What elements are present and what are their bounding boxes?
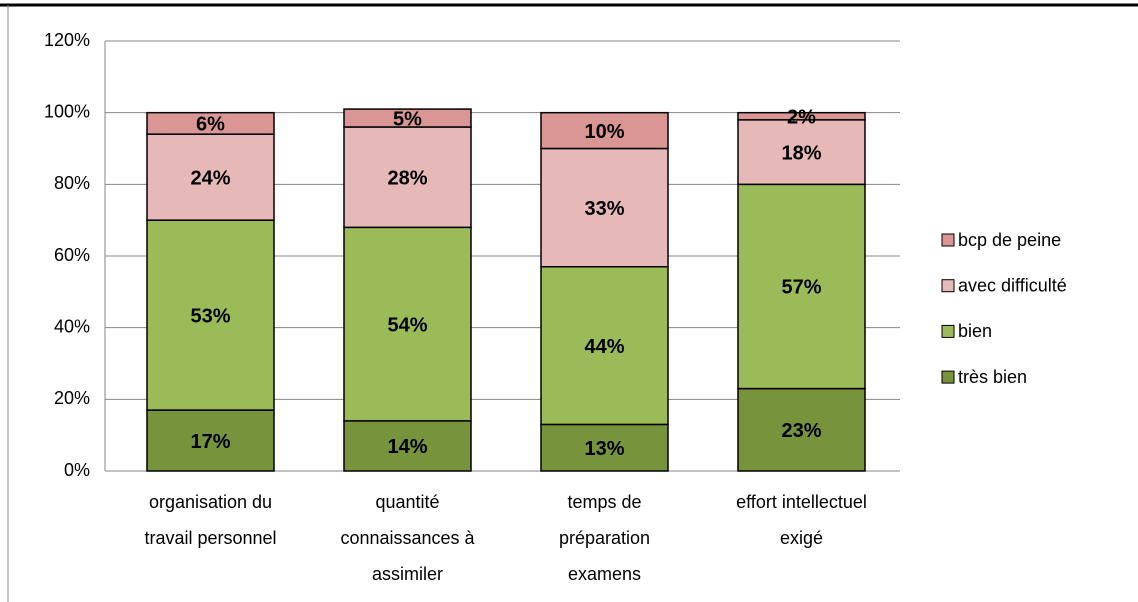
data-label: 18%	[781, 142, 821, 164]
data-label: 14%	[387, 436, 427, 458]
data-label: 57%	[781, 277, 821, 299]
bar-segment	[737, 183, 866, 390]
legend-swatch	[941, 324, 955, 338]
bar-segment	[146, 219, 275, 411]
bar-segment	[540, 111, 669, 150]
x-tick-label: effort intellectuel exigé	[736, 492, 867, 548]
y-tick-label: 0%	[64, 460, 90, 480]
bar-segment	[343, 226, 472, 422]
y-tick-label: 40%	[54, 316, 90, 336]
y-tick-label: 80%	[54, 173, 90, 193]
data-label: 24%	[190, 167, 230, 189]
data-label: 17%	[190, 431, 230, 453]
x-tick-label: temps de préparation examens	[559, 492, 650, 584]
bar-segment	[146, 133, 275, 221]
bar-segment	[343, 420, 472, 472]
data-label: 44%	[584, 336, 624, 358]
bar-segment	[737, 111, 866, 121]
legend-label: avec difficulté	[958, 275, 1067, 295]
legend-swatch	[941, 279, 955, 293]
bar-segment	[540, 266, 669, 426]
legend-label: bien	[958, 321, 992, 341]
bar-segment	[737, 119, 866, 186]
data-label: 13%	[584, 438, 624, 460]
data-label: 10%	[584, 121, 624, 143]
legend-label: bcp de peine	[958, 230, 1061, 250]
bar-segment	[343, 126, 472, 229]
y-tick-label: 60%	[54, 245, 90, 265]
legend-label: très bien	[958, 367, 1027, 387]
x-tick-label: quantité connaissances à assimiler	[340, 492, 475, 584]
data-label: 5%	[393, 108, 422, 130]
bar-segment	[146, 111, 275, 135]
y-tick-label: 100%	[44, 101, 90, 121]
legend-swatch	[941, 370, 955, 384]
y-tick-label: 20%	[54, 388, 90, 408]
bar-segment	[343, 108, 472, 128]
data-label: 33%	[584, 198, 624, 220]
data-label: 6%	[196, 114, 225, 136]
data-label: 23%	[781, 420, 821, 442]
data-label: 53%	[190, 305, 230, 327]
data-label: 54%	[387, 314, 427, 336]
data-label: 2%	[787, 107, 816, 129]
bar-segment	[737, 387, 866, 472]
legend-swatch	[941, 233, 955, 247]
x-tick-label: organisation du travail personnel	[144, 492, 276, 548]
data-label: 28%	[387, 167, 427, 189]
bar-segment	[540, 147, 669, 268]
y-tick-label: 120%	[44, 30, 90, 50]
